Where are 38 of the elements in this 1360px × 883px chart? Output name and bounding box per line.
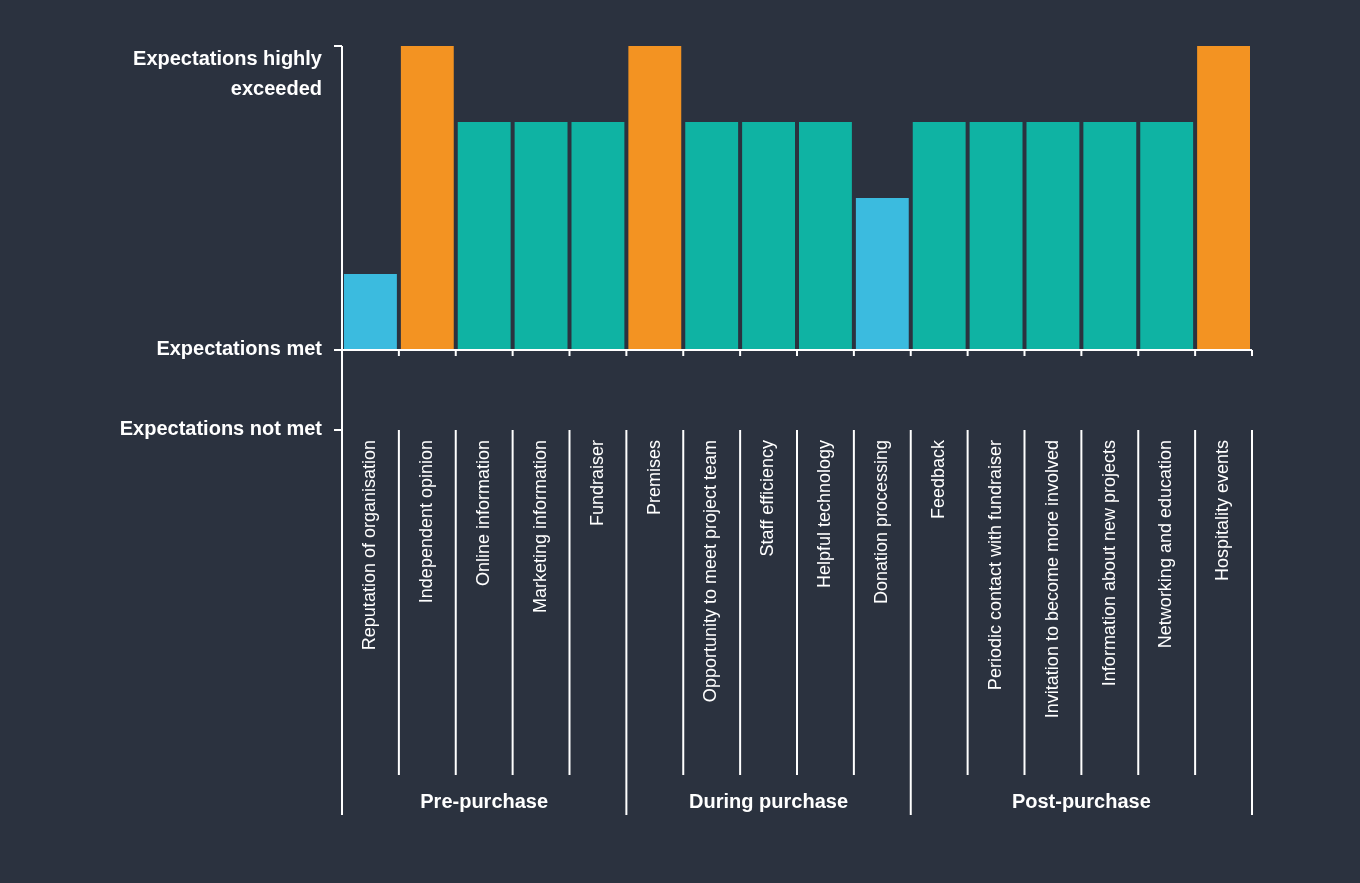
x-tick-label: Fundraiser [586,440,607,527]
text: During purchase [689,790,849,813]
bar [514,122,568,350]
bar [1197,46,1250,350]
text: Pre-purchase [420,790,549,813]
x-tick-label: Feedback [927,439,948,520]
bar [344,274,397,350]
x-tick-label: Independent opinion [416,440,437,604]
bar [400,46,454,350]
x-tick-label: Helpful technology [814,440,835,589]
bar [1140,122,1194,350]
bar [1026,122,1080,350]
x-tick-label: Hospitality events [1212,440,1233,582]
bar [799,122,852,350]
bar [742,122,795,350]
bar [628,46,682,350]
x-tick-label: Networking and education [1155,440,1176,649]
x-tick-label: Marketing information [529,440,550,614]
bar [457,122,511,350]
x-tick-label: Opportunity to meet project team [700,440,721,703]
x-tick-label: Periodic contact with fundraiser [984,440,1005,691]
bar [855,198,909,350]
x-tick-label: Staff efficiency [757,440,778,557]
bar [1083,122,1137,350]
bar [912,122,966,350]
bar [571,122,625,350]
x-tick-label: Online information [472,440,493,587]
x-tick-label: Reputation of organisation [359,440,380,651]
text: Expectations not met [119,417,323,440]
x-tick-label: Invitation to become more involved [1041,440,1062,719]
text: Expectations highly exceeded [133,47,323,100]
text: Post-purchase [1011,790,1151,813]
x-tick-label: Donation processing [871,440,892,605]
x-tick-label: Information about new projects [1098,440,1119,687]
bar [969,122,1023,350]
x-tick-label: Premises [643,440,664,516]
text: Expectations met [156,337,323,360]
bar [685,122,739,350]
